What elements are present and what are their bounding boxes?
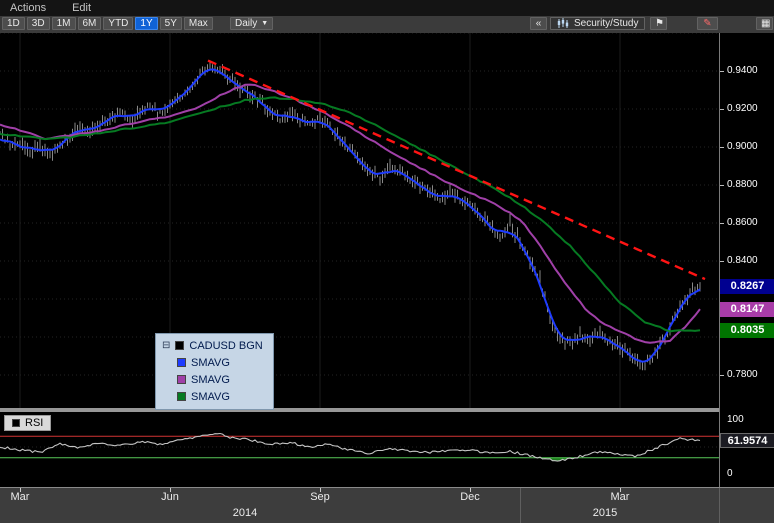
x-tick	[20, 488, 21, 492]
frequency-dropdown[interactable]: Daily ▼	[230, 17, 274, 30]
x-axis: Mar Jun Sep Dec Mar 2014 2015	[0, 487, 774, 523]
range-button-6m[interactable]: 6M	[77, 17, 102, 30]
panel-grid-button[interactable]: ▦	[756, 17, 773, 30]
last-price-badge: 0.8035	[720, 322, 774, 338]
rsi-chart[interactable]	[0, 412, 719, 487]
x-month-label: Sep	[310, 491, 330, 503]
legend-item[interactable]: SMAVG	[177, 388, 263, 405]
pencil-icon: ✎	[703, 18, 712, 29]
price-chart[interactable]	[0, 33, 719, 409]
range-button-ytd[interactable]: YTD	[103, 17, 134, 30]
menu-edit[interactable]: Edit	[72, 2, 92, 14]
price-tick-dash	[720, 261, 724, 262]
price-tick-dash	[720, 375, 724, 376]
collapse-button[interactable]: «	[530, 17, 547, 30]
legend-label: SMAVG	[191, 373, 230, 386]
range-button-1m[interactable]: 1M	[51, 17, 76, 30]
flag-button[interactable]: ⚑	[650, 17, 667, 30]
menu-bar: Actions Edit	[0, 0, 774, 16]
x-month-label: Dec	[460, 491, 480, 503]
legend-label: SMAVG	[191, 390, 230, 403]
security-study-label: Security/Study	[574, 17, 639, 29]
grid-icon: ▦	[761, 18, 771, 29]
price-tick-label: 0.8600	[727, 217, 758, 228]
x-month-label: Jun	[161, 491, 179, 503]
rsi-tick-label: 0	[727, 468, 733, 479]
x-year-separator	[520, 488, 521, 523]
x-tick	[320, 488, 321, 492]
x-tick	[170, 488, 171, 492]
x-year-label: 2014	[232, 507, 258, 519]
security-study-dropdown[interactable]: Security/Study	[550, 17, 646, 30]
menu-actions[interactable]: Actions	[10, 2, 47, 14]
legend-box[interactable]: ⊟ CADUSD BGN SMAVG SMAVG SMAVG	[155, 333, 274, 410]
x-year-label: 2015	[592, 507, 618, 519]
price-tick-label: 0.9000	[727, 141, 758, 152]
price-tick-label: 0.9200	[727, 103, 758, 114]
legend-item[interactable]: SMAVG	[177, 371, 263, 388]
last-price-badge: 0.8147	[720, 301, 774, 317]
flag-icon: ⚑	[655, 18, 664, 29]
range-button-3d[interactable]: 3D	[26, 17, 50, 30]
price-tick-label: 0.8400	[727, 255, 758, 266]
legend-label: SMAVG	[191, 356, 230, 369]
toolbar: 1D 3D 1M 6M YTD 1Y 5Y Max Daily ▼ « Security/St…	[0, 16, 774, 33]
price-tick-dash	[720, 185, 724, 186]
range-button-1y[interactable]: 1Y	[135, 17, 158, 30]
legend-swatch	[177, 358, 186, 367]
legend-item[interactable]: SMAVG	[177, 354, 263, 371]
range-button-5y[interactable]: 5Y	[159, 17, 182, 30]
rsi-tick-label: 100	[727, 414, 744, 425]
rsi-value-badge: 61.9574	[720, 433, 774, 449]
price-tick-label: 0.7800	[727, 369, 758, 380]
x-month-label: Mar	[10, 491, 30, 503]
x-tick	[620, 488, 621, 492]
legend-item[interactable]: ⊟ CADUSD BGN	[162, 337, 263, 354]
legend-swatch	[175, 341, 185, 350]
price-tick-dash	[720, 71, 724, 72]
last-price-badge: 0.8267	[720, 278, 774, 294]
legend-label: CADUSD BGN	[189, 339, 263, 352]
range-buttons: 1D 3D 1M 6M YTD 1Y 5Y Max	[2, 17, 213, 30]
range-button-1d[interactable]: 1D	[2, 17, 25, 30]
rsi-label: RSI	[25, 417, 44, 429]
frequency-label: Daily	[235, 17, 258, 29]
rsi-legend-chip[interactable]: RSI	[4, 415, 52, 431]
legend-swatch	[177, 375, 186, 384]
price-tick-label: 0.9400	[727, 65, 758, 76]
candlestick-chart-icon	[557, 18, 569, 28]
legend-swatch	[177, 392, 186, 401]
x-tick	[470, 488, 471, 492]
rsi-swatch	[12, 419, 20, 427]
x-month-label: Mar	[610, 491, 630, 503]
x-axis-right-separator	[719, 488, 720, 523]
chevron-down-icon: ▼	[261, 19, 269, 27]
price-tick-dash	[720, 147, 724, 148]
price-tick-dash	[720, 109, 724, 110]
legend-expander-icon[interactable]: ⊟	[162, 340, 171, 351]
annotate-button[interactable]: ✎	[697, 17, 718, 30]
right-axis: 0.9400 0.9200 0.9000 0.8800 0.8600 0.8400 0.78…	[719, 33, 774, 487]
price-tick-label: 0.8800	[727, 179, 758, 190]
price-tick-dash	[720, 223, 724, 224]
range-button-max[interactable]: Max	[183, 17, 213, 30]
